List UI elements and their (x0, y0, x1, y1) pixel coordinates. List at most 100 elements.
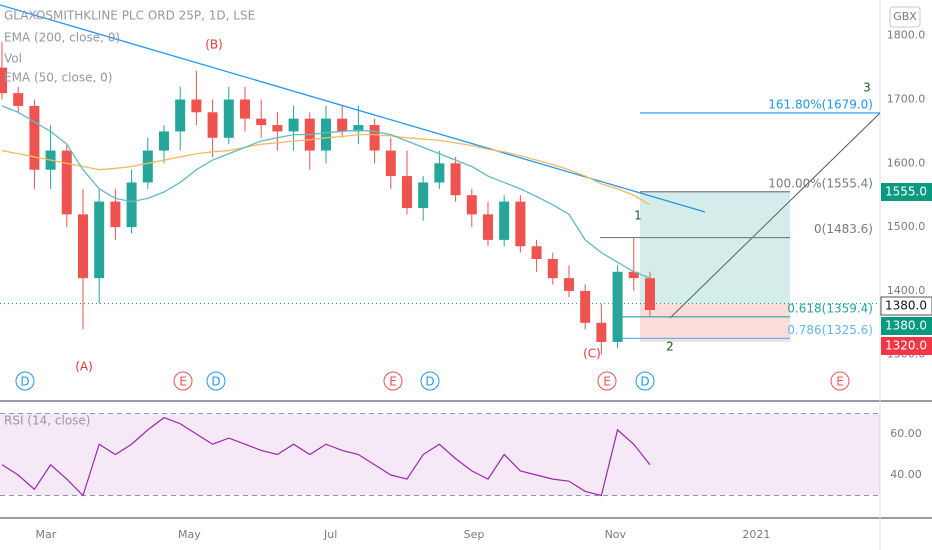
x-tick-label: 2021 (742, 528, 770, 541)
candle-body (29, 105, 40, 170)
candle-body (142, 150, 153, 183)
price-tag (881, 317, 932, 335)
event-label[interactable]: D (211, 375, 220, 389)
y-tick-label: 1400.0 (887, 284, 926, 297)
event-marker[interactable] (420, 371, 440, 391)
price-tag (881, 183, 932, 201)
candle-body (450, 163, 461, 196)
candle-body (466, 195, 477, 215)
wave-label: 1 (634, 209, 642, 223)
indicator-label: Vol (4, 52, 22, 66)
event-label[interactable]: D (640, 375, 649, 389)
event-label[interactable]: D (20, 375, 29, 389)
x-tick-label: Nov (605, 528, 627, 541)
projection-line (669, 112, 881, 319)
candle-body (158, 131, 169, 151)
rsi-band (0, 413, 880, 496)
candle-body (547, 259, 558, 279)
price-tag-label: 1380.0 (885, 319, 927, 333)
y-tick-label: 1600.0 (887, 156, 926, 169)
price-tag (880, 296, 932, 316)
candle-body (482, 214, 493, 240)
currency-box[interactable] (889, 6, 921, 28)
y-tick-label: 1800.0 (887, 29, 926, 42)
price-tag-label: 1380.0 (885, 299, 927, 313)
rsi-tick-label: 40.00 (890, 468, 922, 481)
candle-body (272, 125, 283, 132)
candle-body (401, 176, 412, 208)
candle-body (644, 278, 655, 311)
indicator-label: EMA (200, close, 0) (4, 31, 120, 45)
event-marker[interactable] (597, 371, 617, 391)
wave-label: (B) (205, 38, 223, 52)
event-label[interactable]: D (425, 375, 434, 389)
candle-body (126, 182, 137, 228)
rsi-line (1, 416, 651, 497)
candle-body (191, 99, 202, 113)
ema-line (1, 105, 651, 279)
indicator-label: EMA (50, close, 0) (4, 71, 112, 85)
fib-label: 0.786(1325.6) (787, 323, 873, 337)
candle-body (531, 246, 542, 260)
candle-body (499, 201, 510, 240)
x-tick-label: Jul (323, 528, 337, 541)
candle-body (207, 112, 218, 138)
x-tick-label: Mar (36, 528, 57, 541)
fib-label: 100.00%(1555.4) (768, 176, 873, 190)
candle-body (385, 150, 396, 177)
fib-label: 0.618(1359.4) (787, 301, 873, 315)
candle-body (418, 182, 429, 208)
wave-label: (A) (75, 360, 93, 374)
candle-body (13, 93, 24, 106)
candle-body (337, 118, 348, 132)
wave-label: (C) (583, 347, 601, 361)
x-tick-label: May (178, 528, 201, 541)
rsi-tick-label: 60.00 (890, 427, 922, 440)
event-marker[interactable] (383, 371, 403, 391)
candle-body (515, 201, 526, 247)
candle-body (596, 322, 607, 342)
candle-body (77, 214, 88, 279)
price-tag (881, 337, 932, 355)
chart-title: GLAXOSMITHKLINE PLC ORD 25P, 1D, LSE (4, 9, 255, 23)
currency-label[interactable]: GBX (893, 10, 917, 23)
event-marker[interactable] (15, 371, 35, 391)
candle-body (563, 278, 574, 291)
candle-body (353, 125, 364, 132)
event-marker[interactable] (206, 371, 226, 391)
candle-body (94, 201, 105, 279)
event-label[interactable]: E (179, 375, 187, 389)
candle-body (580, 290, 591, 323)
candle-body (61, 150, 72, 215)
candle-body (175, 99, 186, 132)
candle-body (628, 271, 639, 279)
event-label[interactable]: E (603, 375, 611, 389)
candle-body (0, 67, 7, 94)
candle-body (110, 201, 121, 228)
event-marker[interactable] (173, 371, 193, 391)
price-tag-label: 1555.0 (885, 185, 927, 199)
candle-body (612, 271, 623, 342)
rsi-title: RSI (14, close) (4, 414, 90, 428)
candle-body (256, 118, 267, 126)
candle-body (288, 118, 299, 132)
candle-body (434, 163, 445, 183)
wave-label: 3 (863, 81, 871, 95)
wave-label: 2 (666, 340, 674, 354)
ema-line (1, 133, 651, 206)
candle-body (223, 99, 234, 138)
y-tick-label: 1500.0 (887, 220, 926, 233)
event-label[interactable]: E (389, 375, 397, 389)
fib-label: 161.80%(1679.0) (768, 97, 873, 111)
x-tick-label: Sep (464, 528, 485, 541)
y-tick-label: 1700.0 (887, 93, 926, 106)
loss-zone (640, 303, 790, 342)
profit-zone (640, 192, 790, 304)
event-label[interactable]: E (836, 375, 844, 389)
event-marker[interactable] (830, 371, 850, 391)
fib-label: 0(1483.6) (814, 222, 873, 236)
event-marker[interactable] (635, 371, 655, 391)
candle-body (369, 125, 380, 151)
